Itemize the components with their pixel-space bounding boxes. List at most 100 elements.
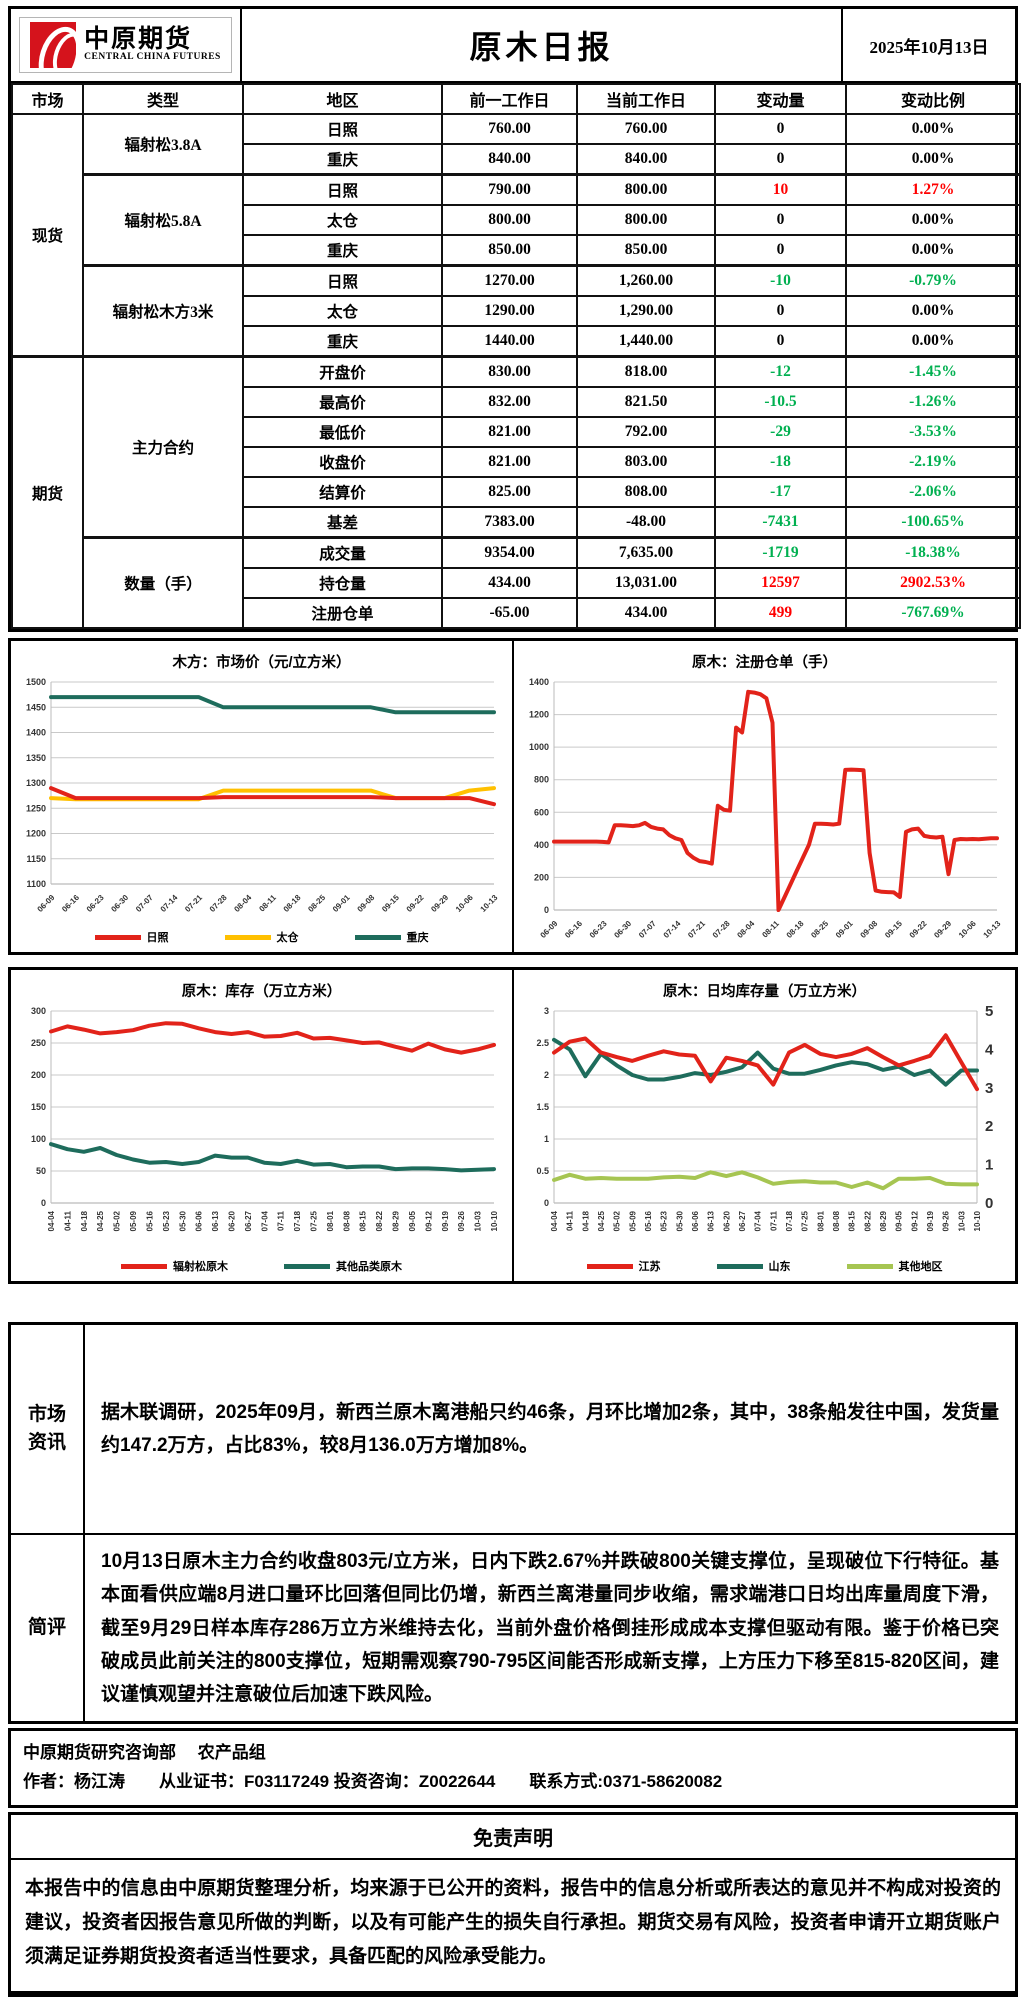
axis-label: 3: [985, 1080, 993, 1097]
footer-author: 作者：杨江涛 从业证书：F03117249 投资咨询：Z0022644 联系方式…: [23, 1772, 723, 1792]
legend-swatch: [94, 934, 141, 940]
chart-svg: 0 0.5 1 1.5 2 2.5 3 0 1 2 3 4 5 04-04 04-11 04-18 04-25 0…: [536, 1003, 994, 1231]
legend-item: 江苏: [586, 1258, 661, 1274]
series-line-其他地区: [552, 1170, 979, 1191]
axis-label: 1300: [26, 778, 46, 788]
disclaimer-block: 免责声明 本报告中的信息由中原期货整理分析，均来源于已公开的资料，报告中的信息分…: [8, 1812, 1018, 1997]
prev-value-cell: 821.00: [441, 416, 578, 448]
legend-label: 其他地区: [898, 1261, 943, 1273]
column-header: 地区: [242, 83, 443, 115]
axis-label: 04-11: [63, 1210, 72, 1231]
axis-label: 07-11: [277, 1210, 286, 1231]
change-pct-cell: -3.53%: [845, 416, 1021, 448]
legend-item: 其他地区: [846, 1258, 943, 1274]
prev-value-cell: 760.00: [441, 113, 578, 145]
curr-value-cell: 803.00: [576, 446, 716, 478]
change-pct-cell: -100.65%: [845, 506, 1021, 539]
table-row: 最高价 832.00 821.50 -10.5 -1.26%: [12, 386, 1021, 418]
change-pct-cell: 0.00%: [845, 295, 1021, 327]
chart-canvas-warrants: 0 200 400 600 800 1000 1200 1400 06-09 06-16 06-23…: [518, 674, 1011, 950]
legend-label: 江苏: [638, 1261, 661, 1273]
report-header: 中原期货 CENTRAL CHINA FUTURES 原木日报 2025年10月…: [11, 9, 1015, 83]
report-date: 2025年10月13日: [869, 37, 989, 57]
item-cell: 重庆: [242, 143, 443, 176]
legend-item: 重庆: [354, 929, 429, 945]
curr-value-cell: 800.00: [576, 204, 716, 236]
change-cell: -18: [714, 446, 847, 478]
axis-label: 06-09: [36, 893, 57, 914]
curr-value-cell: 800.00: [576, 173, 716, 206]
item-cell: 最高价: [242, 386, 443, 418]
table-row: 注册仓单 -65.00 434.00 499 -767.69%: [12, 597, 1021, 629]
disclaimer-title: 免责声明: [11, 1815, 1015, 1861]
curr-value-cell: 7,635.00: [576, 536, 716, 569]
change-cell: -12: [714, 355, 847, 388]
item-cell: 日照: [242, 173, 443, 206]
axis-label: 10-06: [957, 919, 978, 940]
change-pct-cell: 0.00%: [845, 113, 1021, 145]
legend-swatch: [284, 1263, 330, 1269]
axis-label: 1400: [26, 728, 46, 738]
axis-label: 06-13: [211, 1210, 220, 1231]
axis-label: 0.5: [536, 1166, 549, 1176]
prev-value-cell: 850.00: [441, 234, 578, 267]
axis-label: 08-22: [863, 1210, 872, 1231]
axis-label: 04-18: [581, 1210, 590, 1231]
change-cell: 0: [714, 113, 847, 145]
item-cell: 太仓: [242, 295, 443, 327]
axis-label: 07-04: [260, 1210, 269, 1231]
axis-label: 1150: [26, 854, 46, 864]
axis-label: 08-29: [879, 1210, 888, 1231]
axis-label: 06-16: [60, 893, 81, 914]
axis-label: 800: [534, 775, 549, 785]
prev-value-cell: 840.00: [441, 143, 578, 176]
axis-label: 100: [31, 1134, 46, 1144]
item-cell: 重庆: [242, 325, 443, 358]
table-row: 重庆 1440.00 1,440.00 0 0.00%: [12, 325, 1021, 358]
change-pct-cell: 1.27%: [845, 173, 1021, 206]
axis-label: 07-07: [134, 893, 155, 914]
legend-swatch: [224, 934, 271, 940]
chart-svg: 0 200 400 600 800 1000 1200 1400 06-09 06-16 06-23…: [529, 677, 1003, 940]
axis-label: 05-30: [675, 1210, 684, 1231]
chart-panel-daily-stock: 原木：日均库存量（万立方米） 0 0.5 1 1.5 2 2.5 3 0 1 2 3 4 5 04-04 0…: [512, 970, 1015, 1281]
axis-label: 10-03: [474, 1210, 483, 1231]
change-cell: -17: [714, 476, 847, 508]
market-info-text: 据木联调研，2025年09月，新西兰原木离港船只约46条，月环比增加2条，其中，…: [101, 1401, 999, 1456]
legend-label: 辐射松原木: [173, 1261, 228, 1273]
change-cell: 10: [714, 173, 847, 206]
logo-frame: 中原期货 CENTRAL CHINA FUTURES: [19, 17, 232, 73]
prev-value-cell: 1290.00: [441, 295, 578, 327]
axis-label: 05-30: [178, 1210, 187, 1231]
axis-label: 1.5: [536, 1102, 549, 1112]
legend-swatch: [121, 1263, 167, 1269]
chart-canvas-inventory: 0 50 100 150 200 250 300 04-04 04-11 04-18 04-25 05…: [15, 1003, 508, 1253]
price-table-body: 市场 类型 地区 前一工作日 当前工作日 变动量 变动比例 现货 辐射松3.8A 日照 760.00…: [11, 83, 1021, 629]
axis-label: 05-23: [162, 1210, 171, 1231]
market-group-cell: 期货: [11, 355, 84, 629]
type-group-cell: 数量（手）: [82, 536, 244, 629]
axis-label: 04-25: [597, 1210, 606, 1231]
axis-label: 07-25: [801, 1210, 810, 1231]
disclaimer-text: 本报告中的信息由中原期货整理分析，均来源于已公开的资料，报告中的信息分析或所表达…: [25, 1878, 1001, 1968]
report-title: 原木日报: [242, 9, 843, 81]
axis-label: 06-09: [539, 919, 560, 940]
legend-label: 山东: [768, 1261, 791, 1273]
axis-label: 07-18: [785, 1210, 794, 1231]
column-header: 当前工作日: [576, 83, 716, 115]
series-line-山东: [552, 1037, 979, 1087]
axis-label: 09-12: [424, 1210, 433, 1231]
axis-label: 10-03: [957, 1210, 966, 1231]
axis-label: 04-25: [96, 1210, 105, 1231]
change-cell: 12597: [714, 567, 847, 599]
axis-label: 200: [31, 1070, 46, 1080]
axis-label: 04-18: [80, 1210, 89, 1231]
item-cell: 重庆: [242, 234, 443, 267]
chart-row-bottom: 原木：库存（万立方米） 0 50 100 150 200 250 300 04-04 04-11…: [8, 967, 1018, 1284]
prev-value-cell: 7383.00: [441, 506, 578, 539]
curr-value-cell: 1,290.00: [576, 295, 716, 327]
axis-label: 09-12: [910, 1210, 919, 1231]
item-cell: 结算价: [242, 476, 443, 508]
prev-value-cell: 9354.00: [441, 536, 578, 569]
curr-value-cell: 1,440.00: [576, 325, 716, 358]
